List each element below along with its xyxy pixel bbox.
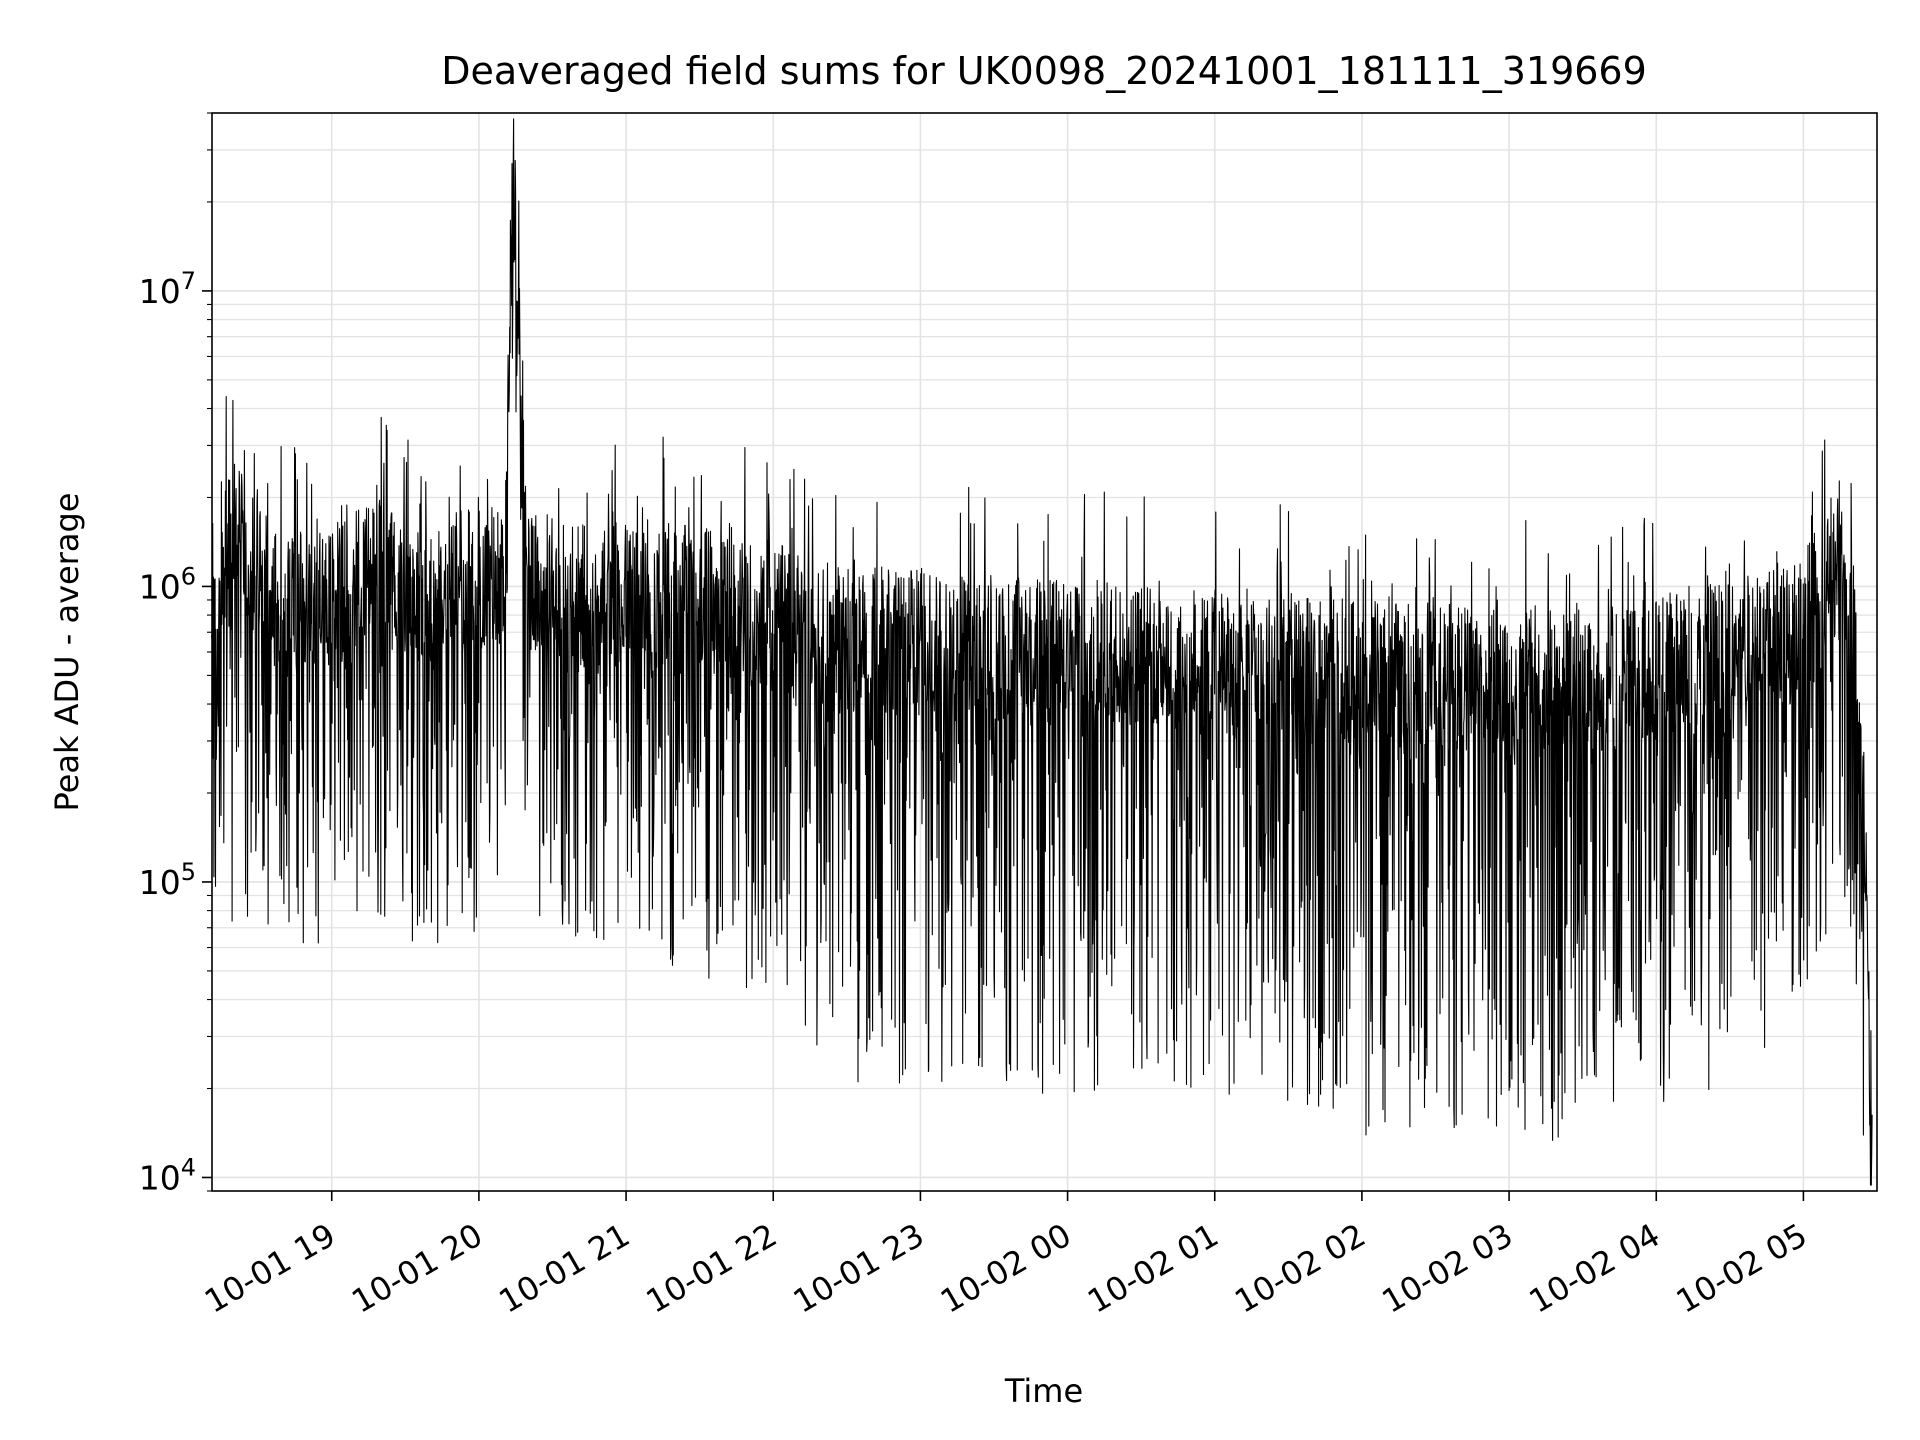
y-tick-label: 104 xyxy=(139,1153,196,1197)
data-series xyxy=(211,118,1873,1186)
y-axis-label: Peak ADU - average xyxy=(48,493,86,812)
chart-title: Deaveraged field sums for UK0098_2024100… xyxy=(441,49,1647,93)
x-axis-label: Time xyxy=(1004,1372,1083,1410)
y-tick-label: 106 xyxy=(139,562,196,606)
y-tick-label: 105 xyxy=(139,858,196,902)
y-tick-label: 107 xyxy=(139,267,196,311)
series-line xyxy=(211,118,1873,1186)
